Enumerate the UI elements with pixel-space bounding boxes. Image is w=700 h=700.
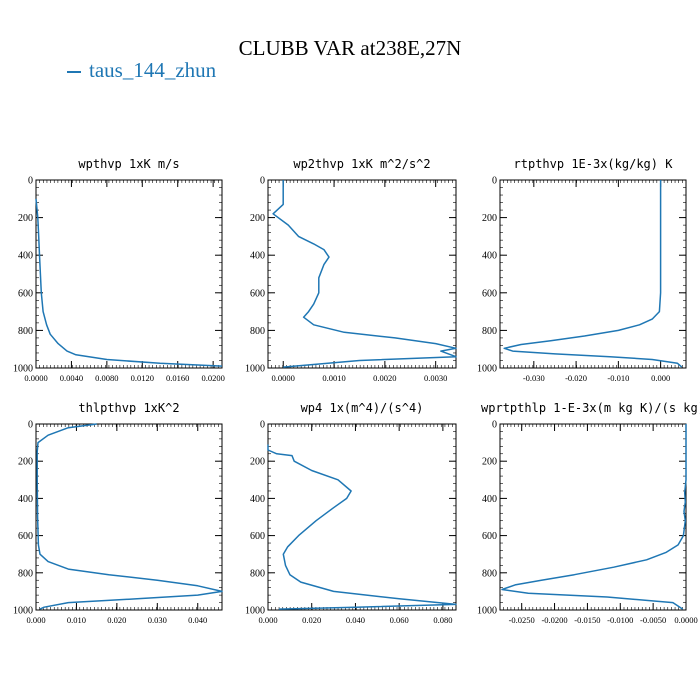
- panel-title: rtpthvp 1E-3x(kg/kg) K: [514, 157, 674, 171]
- figure-title: CLUBB VAR at238E,27N: [238, 36, 462, 60]
- x-tick-label: -0.0100: [607, 615, 633, 625]
- panel-title: wprtpthlp 1-E-3x(m kg K)/(s kg): [481, 401, 700, 415]
- y-tick-label: 1000: [477, 364, 497, 375]
- y-tick-label: 0: [28, 420, 33, 431]
- y-tick-label: 400: [250, 494, 265, 505]
- panel-2: wp2thvp 1xK m^2/s^2 0 200 400 600 800 1000 0.00…: [245, 157, 457, 383]
- plot-frame: [267, 423, 457, 611]
- series-line: [272, 180, 457, 368]
- x-tick-label: 0.0010: [322, 373, 345, 383]
- y-tick-label: 400: [250, 251, 265, 262]
- x-tick-label: 0.000: [651, 373, 670, 383]
- y-tick-label: 0: [492, 176, 497, 187]
- x-tick-label: 0.0080: [95, 373, 118, 383]
- y-tick-label: 400: [482, 251, 497, 262]
- series-line: [501, 424, 687, 610]
- x-tick-label: 0.0030: [424, 373, 447, 383]
- x-tick-label: -0.0200: [541, 615, 567, 625]
- y-tick-label: 0: [492, 420, 497, 431]
- y-tick-label: 600: [250, 288, 265, 299]
- y-tick-label: 800: [250, 568, 265, 579]
- y-tick-label: 200: [18, 457, 33, 468]
- y-tick-label: 200: [482, 457, 497, 468]
- y-tick-label: 400: [18, 494, 33, 505]
- series-line: [503, 180, 683, 368]
- x-tick-label: 0.0020: [373, 373, 396, 383]
- x-tick-label: 0.000: [26, 615, 45, 625]
- y-tick-label: 800: [482, 568, 497, 579]
- y-tick-label: 1000: [245, 364, 265, 375]
- x-tick-label: 0.0160: [166, 373, 189, 383]
- y-tick-label: 600: [18, 531, 33, 542]
- legend-label: taus_144_zhun: [89, 58, 217, 82]
- y-tick-label: 200: [18, 213, 33, 224]
- x-tick-label: -0.010: [607, 373, 629, 383]
- y-tick-label: 600: [250, 531, 265, 542]
- x-tick-label: 0.030: [148, 615, 167, 625]
- plot-frame: [499, 179, 687, 369]
- panel-title: wp4 1x(m^4)/(s^4): [301, 401, 424, 415]
- y-tick-label: 800: [18, 326, 33, 337]
- plot-frame: [499, 423, 687, 611]
- plot-frame: [35, 423, 223, 611]
- y-tick-label: 0: [260, 420, 265, 431]
- x-tick-label: 0.020: [302, 615, 321, 625]
- x-tick-label: 0.040: [346, 615, 365, 625]
- panel-title: thlpthvp 1xK^2: [78, 401, 179, 415]
- x-tick-label: -0.0250: [509, 615, 535, 625]
- series-line: [35, 198, 223, 367]
- y-tick-label: 800: [250, 326, 265, 337]
- y-tick-label: 1000: [477, 606, 497, 617]
- panel-title: wp2thvp 1xK m^2/s^2: [293, 157, 430, 171]
- x-tick-label: 0.0120: [131, 373, 154, 383]
- x-tick-label: 0.0000: [674, 615, 697, 625]
- y-tick-label: 400: [18, 251, 33, 262]
- x-tick-label: -0.0050: [640, 615, 666, 625]
- legend-line-swatch: [67, 71, 81, 74]
- x-tick-label: 0.020: [107, 615, 126, 625]
- series-line: [36, 423, 223, 610]
- x-tick-label: 0.080: [433, 615, 452, 625]
- y-tick-label: 800: [482, 326, 497, 337]
- y-tick-label: 600: [482, 288, 497, 299]
- x-tick-label: 0.0200: [201, 373, 224, 383]
- plot-frame: [267, 179, 457, 369]
- y-tick-label: 1000: [13, 606, 33, 617]
- y-tick-label: 0: [260, 176, 265, 187]
- y-tick-label: 1000: [13, 364, 33, 375]
- y-tick-label: 200: [250, 457, 265, 468]
- x-tick-label: 0.0000: [24, 373, 47, 383]
- legend: taus_144_zhun: [67, 58, 216, 83]
- y-tick-label: 200: [250, 213, 265, 224]
- x-tick-label: 0.000: [258, 615, 277, 625]
- series-line: [267, 444, 457, 610]
- plot-frame: [35, 179, 223, 369]
- x-tick-label: -0.030: [523, 373, 545, 383]
- y-tick-label: 200: [482, 213, 497, 224]
- y-tick-label: 600: [482, 531, 497, 542]
- panel-6: wprtpthlp 1-E-3x(m kg K)/(s kg) 0 200 400 60…: [477, 401, 700, 625]
- y-tick-label: 800: [18, 568, 33, 579]
- x-tick-label: 0.0040: [60, 373, 83, 383]
- x-tick-label: -0.020: [565, 373, 587, 383]
- x-tick-label: 0.010: [67, 615, 86, 625]
- x-tick-label: 0.0000: [272, 373, 295, 383]
- y-tick-label: 0: [28, 176, 33, 187]
- x-tick-label: 0.060: [390, 615, 409, 625]
- x-tick-label: -0.0150: [574, 615, 600, 625]
- panel-3: rtpthvp 1E-3x(kg/kg) K 0 200 400 600 800 1000 -…: [477, 157, 687, 383]
- x-tick-label: 0.040: [188, 615, 207, 625]
- y-tick-label: 600: [18, 288, 33, 299]
- y-tick-label: 400: [482, 494, 497, 505]
- panel-title: wpthvp 1xK m/s: [78, 157, 179, 171]
- y-tick-label: 1000: [245, 606, 265, 617]
